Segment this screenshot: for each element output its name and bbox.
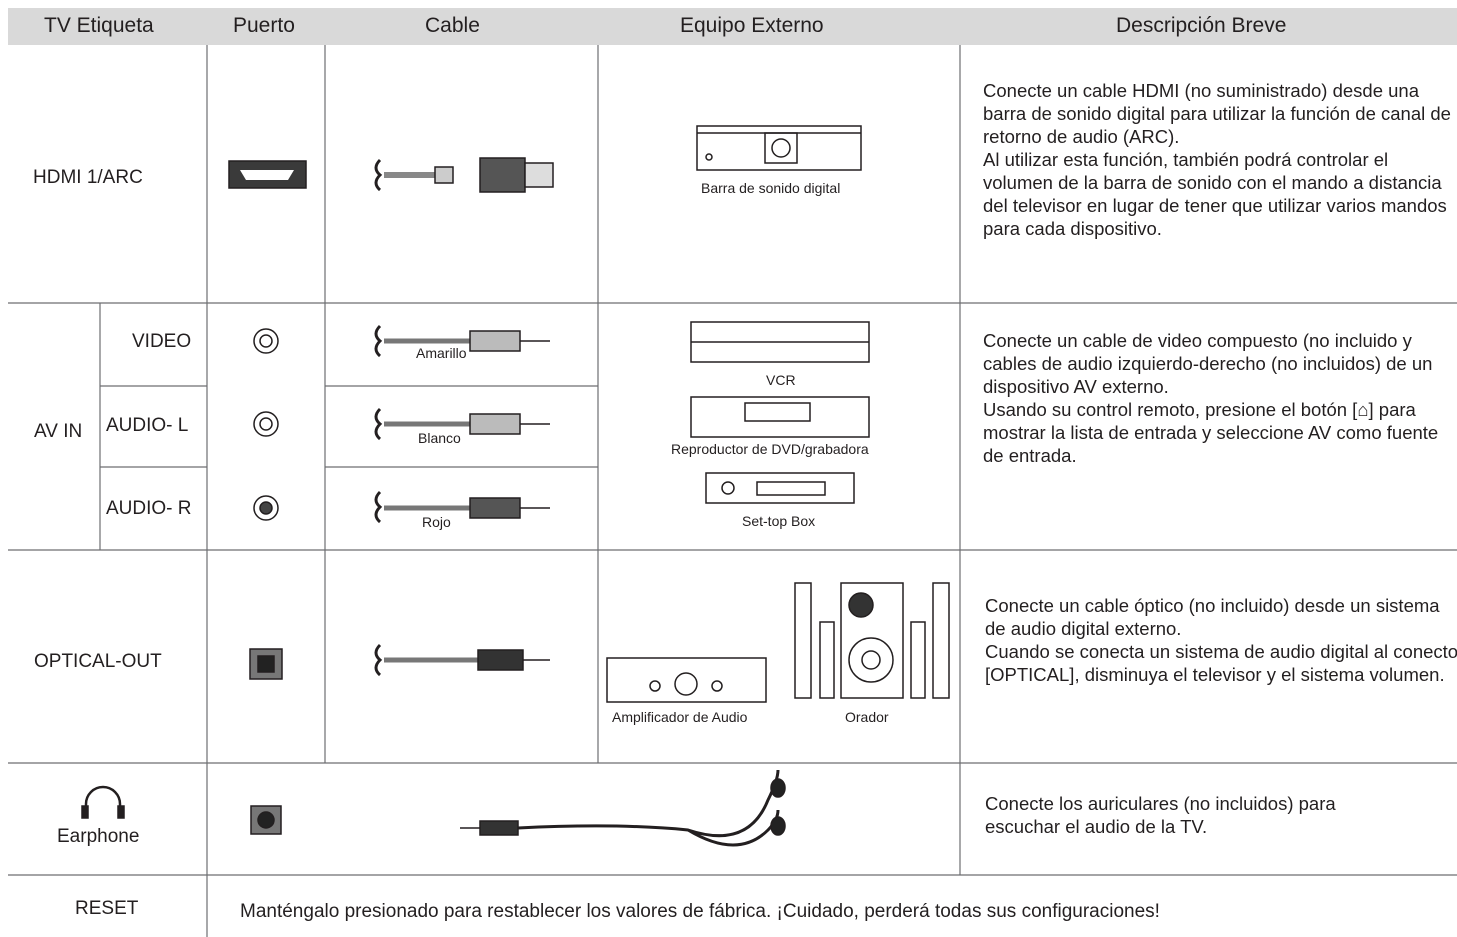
row-label: OPTICAL-OUT [34,651,162,672]
row-label: Earphone [57,826,140,847]
header-cell: Puerto [233,14,295,37]
header-cell: TV Etiqueta [44,14,154,37]
header-cell: Equipo Externo [680,14,824,37]
row-label: RESET [75,898,139,919]
paragraph: Conecte un cable HDMI (no suministrado) … [983,80,1451,147]
equipment-label: Amplificador de Audio [612,709,748,725]
paragraph: Conecte un cable de video compuesto (no … [983,330,1433,397]
sub-label: AUDIO- R [106,498,192,519]
paragraph: Conecte los auriculares (no incluidos) p… [985,793,1336,837]
cable-label: Blanco [418,430,461,446]
header-cell: Cable [425,14,480,37]
row-label: AV IN [34,421,83,442]
description: Conecte un cable óptico (no incluido) de… [985,594,1457,686]
sub-label: VIDEO [132,331,192,352]
paragraph: Cuando se conecta un sistema de audio di… [985,641,1457,685]
paragraph: Al utilizar esta función, también podrá … [983,149,1447,239]
equipment-label: Reproductor de DVD/grabadora [671,441,869,457]
paragraph: Conecte un cable óptico (no incluido) de… [985,595,1440,639]
description: Conecte un cable HDMI (no suministrado) … [983,79,1457,240]
equipment-label: Orador [845,709,889,725]
description: Conecte los auriculares (no incluidos) p… [985,792,1415,838]
description: Conecte un cable de video compuesto (no … [983,329,1457,467]
sub-label: AUDIO- L [106,415,189,436]
icons [81,125,950,847]
equipment-label: Set-top Box [742,513,816,529]
row-label: HDMI 1/ARC [33,167,143,188]
paragraph: Usando su control remoto, presione el bo… [983,399,1439,466]
cable-label: Rojo [422,514,451,530]
equipment-label: VCR [766,372,796,388]
header-cell: Descripción Breve [1116,14,1287,37]
header-band [8,8,1457,45]
description: Manténgalo presionado para restablecer l… [240,901,1160,922]
equipment-label: Barra de sonido digital [701,180,841,196]
table-lines [8,45,1457,937]
cable-label: Amarillo [416,345,467,361]
